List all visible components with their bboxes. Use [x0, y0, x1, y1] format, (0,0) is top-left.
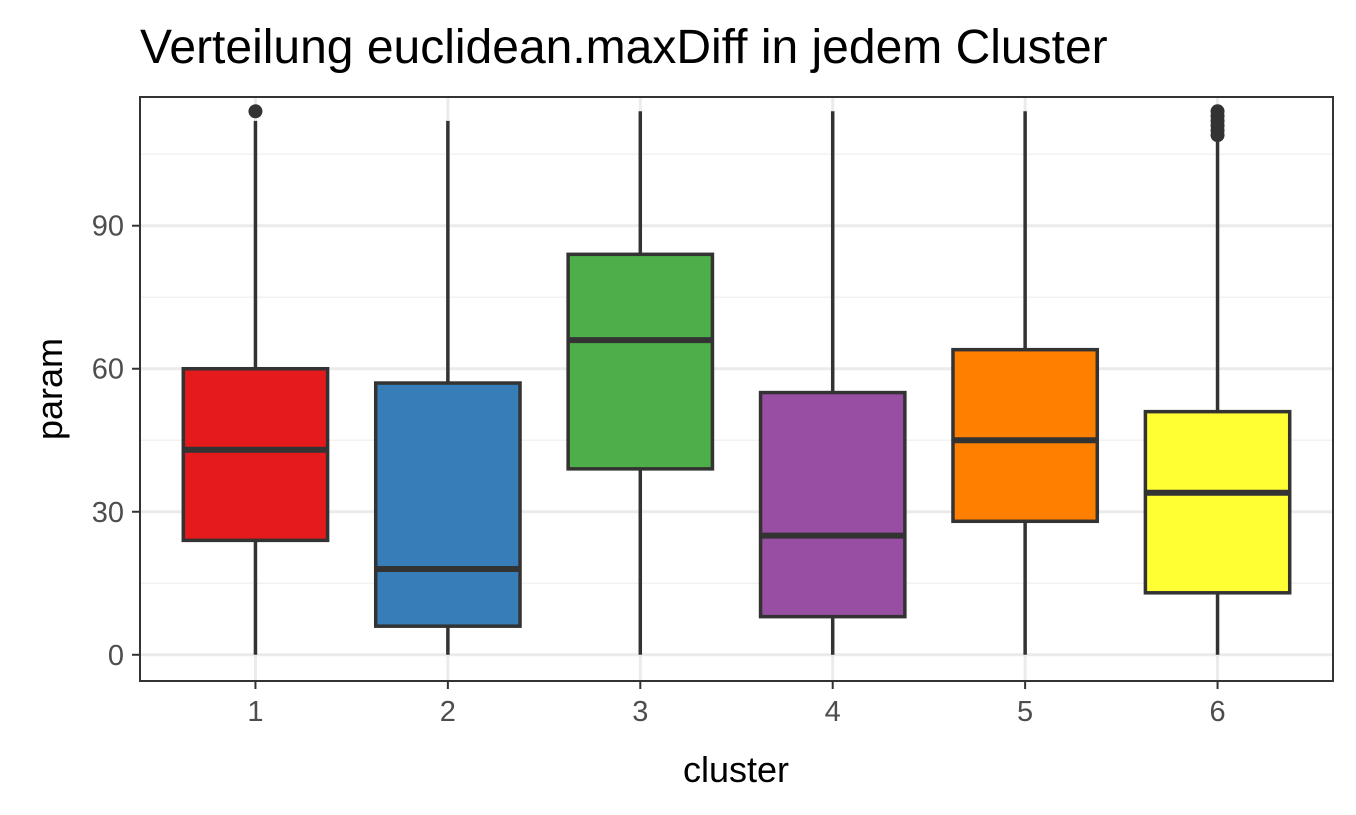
- box-cluster-4: [758, 111, 907, 655]
- y-tick-label: 30: [92, 497, 124, 529]
- x-axis-title: cluster: [683, 749, 789, 790]
- x-tick-label: 2: [440, 696, 456, 728]
- iqr-box: [181, 366, 330, 543]
- box-cluster-1: [181, 104, 330, 655]
- axes: 0 30 60 90 1 2 3 4 5 6: [92, 211, 1226, 728]
- y-tick-label: 60: [92, 354, 124, 386]
- iqr-box: [373, 381, 522, 628]
- box-cluster-5: [951, 111, 1100, 655]
- box-cluster-2: [373, 120, 522, 655]
- plot-panel-border: [139, 96, 1334, 682]
- x-tick-label: 4: [825, 696, 841, 728]
- box-cluster-6: [1143, 104, 1292, 655]
- plot-marks: [181, 104, 1292, 655]
- outlier-point: [248, 104, 263, 119]
- y-tick-label: 0: [108, 640, 124, 672]
- y-axis-title: param: [29, 338, 70, 440]
- x-tick-label: 1: [247, 696, 263, 728]
- iqr-box: [1143, 409, 1292, 595]
- x-tick-label: 3: [632, 696, 648, 728]
- iqr-box: [758, 390, 907, 619]
- iqr-box: [566, 252, 715, 471]
- x-tick-label: 5: [1017, 696, 1033, 728]
- chart-title: Verteilung euclidean.maxDiff in jedem Cl…: [140, 21, 1108, 74]
- outlier-point: [1210, 104, 1225, 119]
- box-cluster-3: [566, 111, 715, 655]
- iqr-box: [951, 347, 1100, 524]
- y-tick-label: 90: [92, 211, 124, 243]
- x-tick-label: 6: [1209, 696, 1225, 728]
